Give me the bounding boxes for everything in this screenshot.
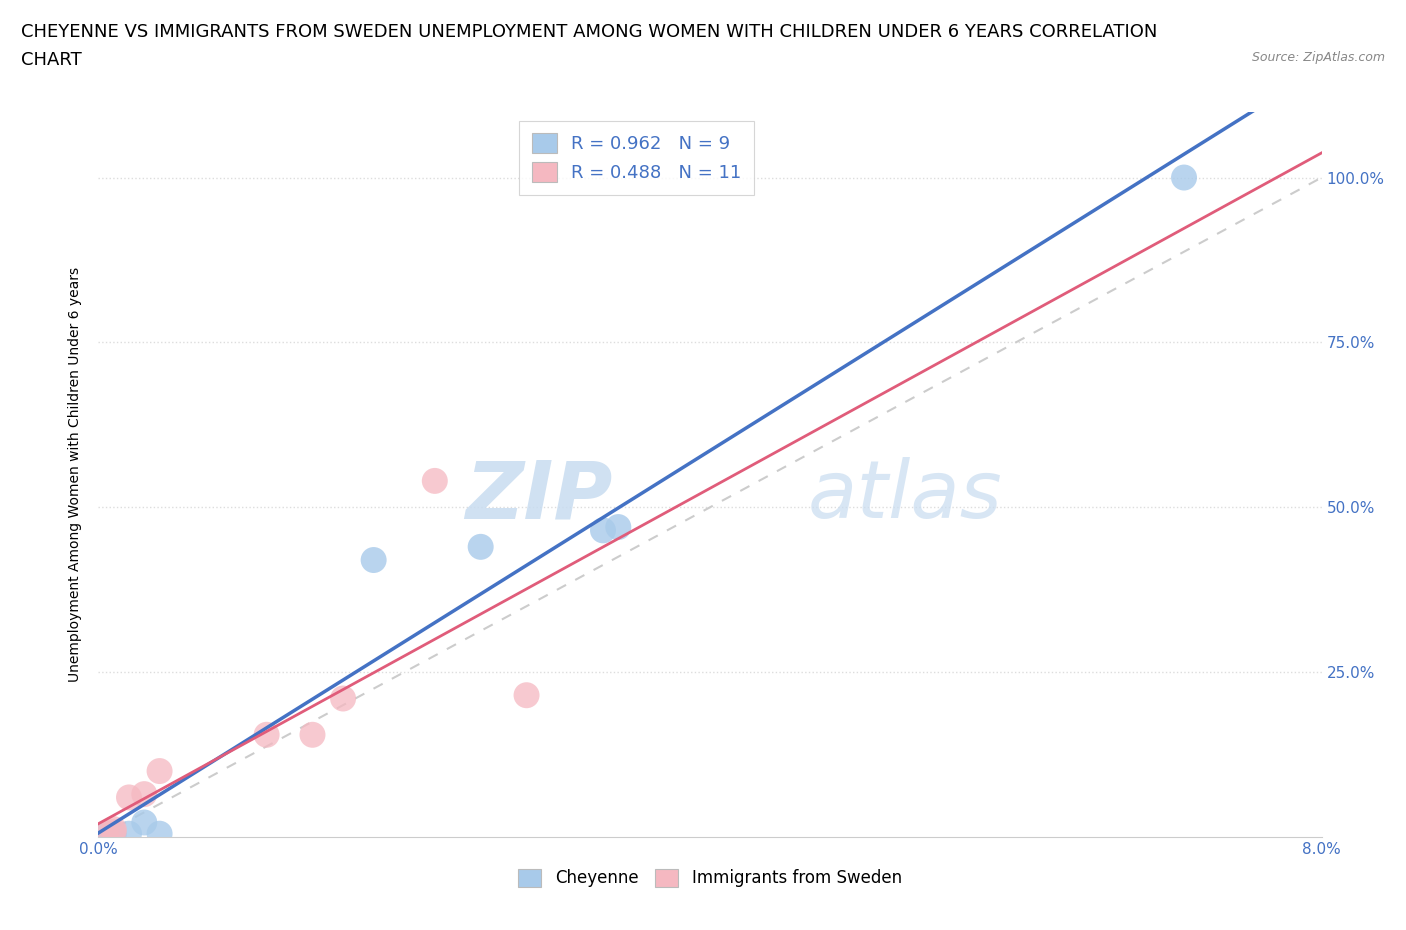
Point (470, 539, 492, 554)
Point (94, 826, 117, 841)
Text: CHART: CHART (21, 51, 82, 69)
Point (149, 764, 172, 778)
Point (94, 826, 117, 841)
Point (301, 727, 323, 742)
Point (118, 790, 141, 804)
Point (607, 520, 630, 535)
Text: Source: ZipAtlas.com: Source: ZipAtlas.com (1251, 51, 1385, 64)
Point (363, 552, 385, 567)
Point (149, 826, 172, 841)
Text: ZIP: ZIP (465, 457, 612, 535)
Point (103, 824, 125, 839)
Point (332, 691, 354, 706)
Point (103, 821, 125, 836)
Text: CHEYENNE VS IMMIGRANTS FROM SWEDEN UNEMPLOYMENT AMONG WOMEN WITH CHILDREN UNDER : CHEYENNE VS IMMIGRANTS FROM SWEDEN UNEMP… (21, 23, 1157, 41)
Text: atlas: atlas (808, 457, 1002, 535)
Y-axis label: Unemployment Among Women with Children Under 6 years: Unemployment Among Women with Children U… (69, 267, 83, 682)
Point (118, 826, 141, 841)
Point (1173, 170, 1195, 185)
Point (103, 826, 125, 841)
Point (592, 523, 614, 538)
Legend: Cheyenne, Immigrants from Sweden: Cheyenne, Immigrants from Sweden (512, 862, 908, 894)
Point (423, 473, 446, 488)
Point (256, 727, 278, 742)
Point (134, 787, 156, 802)
Point (134, 815, 156, 830)
Point (516, 688, 538, 703)
